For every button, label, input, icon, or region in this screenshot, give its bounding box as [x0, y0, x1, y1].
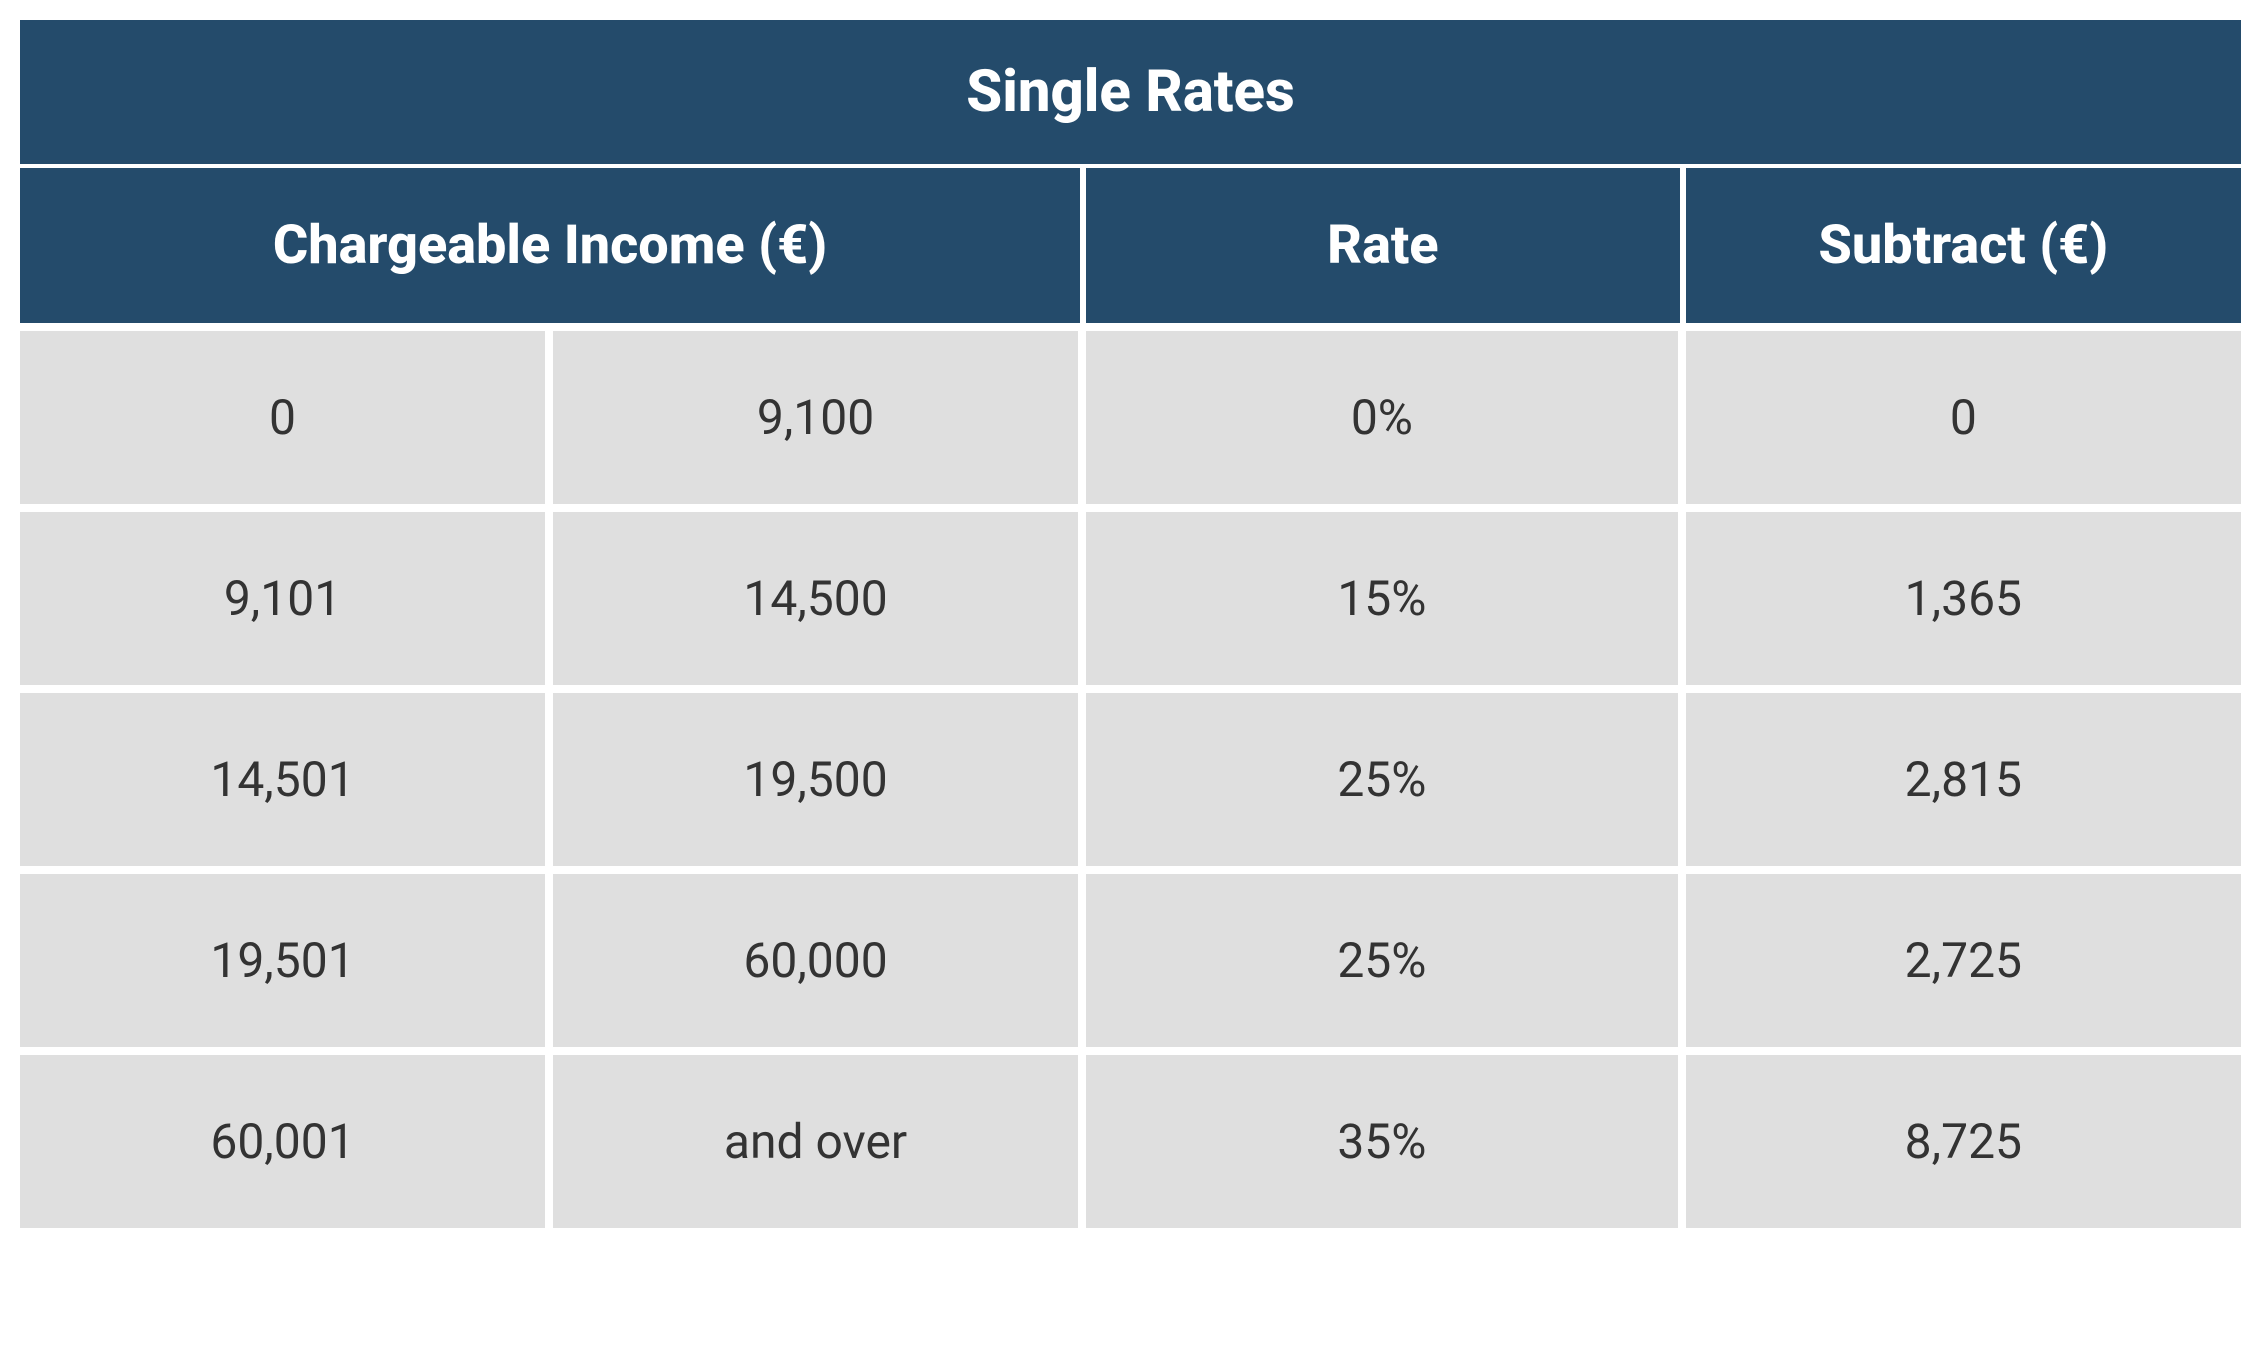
table-title: Single Rates — [20, 20, 2241, 168]
rates-table: Single Rates Chargeable Income (€) Rate … — [20, 20, 2241, 1228]
col-rate: Rate — [1086, 168, 1686, 331]
cell-income-from: 14,501 — [20, 693, 553, 874]
cell-subtract: 8,725 — [1686, 1055, 2241, 1228]
cell-income-to: and over — [553, 1055, 1086, 1228]
cell-income-to: 9,100 — [553, 331, 1086, 512]
cell-rate: 25% — [1086, 693, 1686, 874]
cell-income-to: 60,000 — [553, 874, 1086, 1055]
cell-income-to: 19,500 — [553, 693, 1086, 874]
cell-subtract: 0 — [1686, 331, 2241, 512]
cell-income-to: 14,500 — [553, 512, 1086, 693]
cell-rate: 35% — [1086, 1055, 1686, 1228]
cell-income-from: 60,001 — [20, 1055, 553, 1228]
cell-subtract: 1,365 — [1686, 512, 2241, 693]
table-row: 9,101 14,500 15% 1,365 — [20, 512, 2241, 693]
table-title-row: Single Rates — [20, 20, 2241, 168]
col-subtract: Subtract (€) — [1686, 168, 2241, 331]
table-header-row: Chargeable Income (€) Rate Subtract (€) — [20, 168, 2241, 331]
col-chargeable-income: Chargeable Income (€) — [20, 168, 1086, 331]
table-row: 60,001 and over 35% 8,725 — [20, 1055, 2241, 1228]
cell-rate: 25% — [1086, 874, 1686, 1055]
table-row: 0 9,100 0% 0 — [20, 331, 2241, 512]
rates-table-container: Single Rates Chargeable Income (€) Rate … — [20, 20, 2241, 1228]
cell-rate: 0% — [1086, 331, 1686, 512]
table-row: 14,501 19,500 25% 2,815 — [20, 693, 2241, 874]
cell-income-from: 0 — [20, 331, 553, 512]
cell-income-from: 19,501 — [20, 874, 553, 1055]
cell-subtract: 2,815 — [1686, 693, 2241, 874]
table-row: 19,501 60,000 25% 2,725 — [20, 874, 2241, 1055]
cell-income-from: 9,101 — [20, 512, 553, 693]
cell-rate: 15% — [1086, 512, 1686, 693]
cell-subtract: 2,725 — [1686, 874, 2241, 1055]
